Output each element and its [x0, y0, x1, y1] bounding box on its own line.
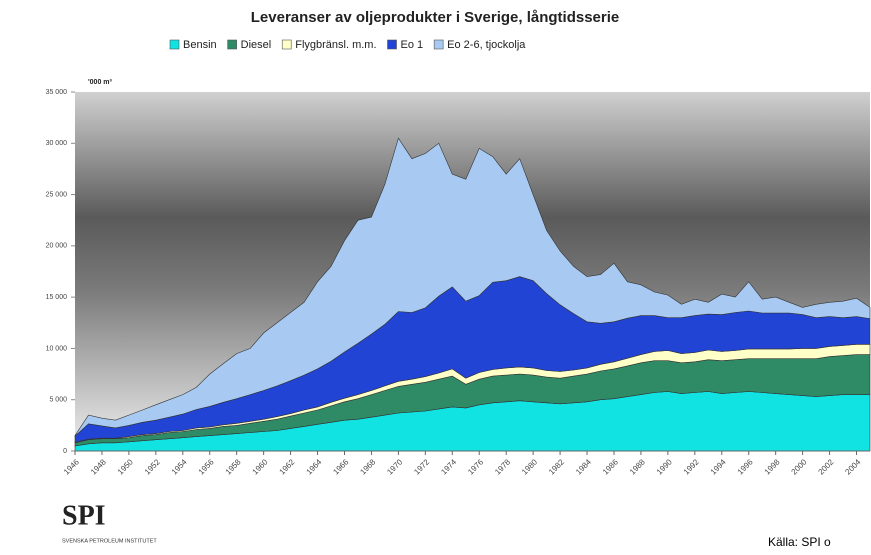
x-tick-label: 1970 — [385, 457, 404, 476]
x-tick-label: 1976 — [466, 457, 485, 476]
x-tick-label: 1988 — [628, 457, 647, 476]
x-tick-label: 1948 — [89, 457, 108, 476]
x-tick-label: 1966 — [331, 457, 350, 476]
area — [74, 137, 871, 437]
x-tick-label: 1946 — [62, 457, 81, 476]
x-tick-label: 1990 — [655, 457, 674, 476]
legend-label: Flygbränsl. m.m. — [295, 39, 376, 51]
y-tick-label: 10 000 — [46, 345, 68, 352]
x-tick-label: 1954 — [170, 457, 189, 476]
x-tick-label: 1960 — [251, 457, 270, 476]
x-tick-label: 1956 — [197, 457, 216, 476]
y-tick-label: 20 000 — [46, 243, 68, 250]
legend-label: Bensin — [183, 39, 217, 51]
legend: Bensin Diesel Flygbränsl. m.m. Eo 1 Eo 2-6, … — [169, 39, 526, 51]
x-tick-label: 1982 — [547, 457, 566, 476]
x-tick-label: 1998 — [763, 457, 782, 476]
y-tick-label: 30 000 — [46, 140, 68, 147]
x-tick-label: 1974 — [439, 457, 458, 476]
x-tick-label: 1972 — [412, 457, 431, 476]
x-tick-label: 1958 — [224, 457, 243, 476]
y-tick-label: 0 — [63, 448, 67, 455]
legend-swatch — [433, 39, 444, 50]
x-tick-label: 2002 — [817, 457, 836, 476]
x-tick-label: 1994 — [709, 457, 728, 476]
x-tick-label: 1984 — [574, 457, 593, 476]
x-tick-label: 1978 — [493, 457, 512, 476]
legend-swatch — [227, 39, 237, 50]
x-tick-label: 1952 — [143, 457, 162, 476]
logo-subtitle: SVENSKA PETROLEUM INSTITUTET — [62, 538, 157, 544]
legend-label: Eo 1 — [401, 39, 424, 51]
y-tick-label: 35 000 — [46, 89, 68, 96]
x-tick-label: 1950 — [116, 457, 135, 476]
legend-label: Eo 2-6, tjockolja — [447, 39, 526, 51]
legend-swatch — [281, 39, 292, 50]
legend-swatch — [387, 39, 397, 50]
chart-title: Leveranser av oljeprodukter i Sverige, l… — [251, 9, 620, 26]
x-tick-label: 1962 — [278, 457, 297, 476]
x-tick-label: 2000 — [790, 457, 809, 476]
logo-name: SPI — [62, 500, 106, 531]
x-tick-label: 1986 — [601, 457, 620, 476]
x-tick-label: 1968 — [358, 457, 377, 476]
x-tick-label: 1980 — [520, 457, 539, 476]
y-axis-label: '000 m³ — [88, 79, 113, 86]
y-tick-label: 5 000 — [49, 397, 67, 404]
x-tick-label: 1964 — [304, 457, 323, 476]
y-tick-label: 15 000 — [46, 294, 68, 301]
x-tick-label: 1992 — [682, 457, 701, 476]
legend-swatch — [169, 39, 180, 50]
x-tick-label: 1996 — [736, 457, 755, 476]
source: Källa: SPI o — [768, 535, 831, 549]
y-tick-label: 25 000 — [46, 191, 68, 198]
x-tick-label: 2004 — [843, 457, 862, 476]
legend-label: Diesel — [241, 39, 272, 51]
